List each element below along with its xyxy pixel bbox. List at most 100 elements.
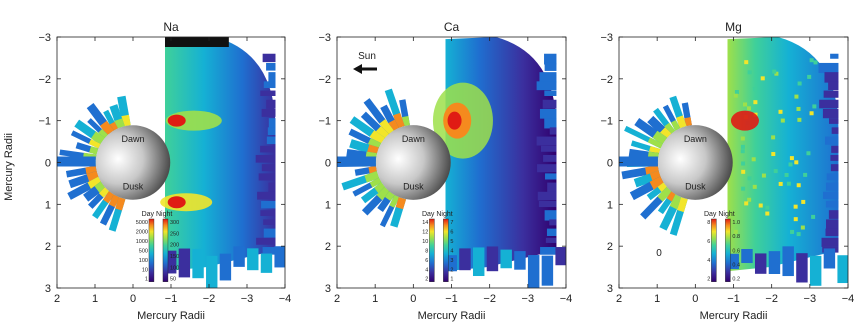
dusk-label: Dusk — [123, 181, 144, 191]
colorbar-day — [148, 218, 155, 282]
colorbar-day-tick: 8 — [707, 220, 710, 226]
speckle — [789, 156, 794, 161]
speckle — [796, 106, 801, 111]
dusk-label: Dusk — [685, 181, 706, 191]
tail-streak — [796, 253, 808, 283]
tail-streak — [828, 210, 839, 219]
tail-streak — [545, 173, 557, 180]
y-tick-label: −3 — [38, 32, 51, 44]
dayside-ray-bright — [376, 186, 391, 201]
x-tick-label: −3 — [804, 293, 817, 305]
dayside-ray-bright — [389, 194, 400, 208]
tail-streak — [544, 53, 557, 65]
x-tick-label: −3 — [522, 293, 535, 305]
speckle — [778, 181, 783, 186]
tail-streak — [819, 99, 839, 109]
speckle — [811, 214, 816, 219]
tail-streak — [268, 72, 276, 83]
colorbar-day-tick: 6 — [425, 258, 428, 264]
x-axis-label: Mercury Radii — [700, 310, 768, 322]
speckle — [747, 70, 752, 75]
planet-disk — [375, 125, 451, 200]
colorbar-day-tick: 10 — [142, 267, 148, 273]
colorbar-night-tick: 5 — [450, 239, 453, 245]
colorbar-night — [443, 218, 449, 282]
dayside-finger — [57, 156, 96, 167]
tail-streak — [266, 62, 276, 71]
speckle — [734, 90, 739, 95]
speckle — [740, 144, 745, 149]
speckle — [752, 184, 757, 189]
speckle — [794, 94, 799, 99]
y-tick-label: 2 — [607, 241, 613, 253]
tail-streak — [539, 72, 557, 83]
speckle — [774, 71, 779, 76]
speckle — [801, 199, 806, 204]
x-tick-label: −4 — [842, 293, 855, 305]
speckle — [773, 169, 778, 174]
tail-streak — [782, 246, 794, 277]
x-tick-label: −4 — [560, 293, 573, 305]
speckle — [741, 169, 746, 174]
colorbar-night-tick: 1 — [450, 277, 453, 283]
tail-streak — [544, 118, 557, 129]
y-tick-label: −3 — [318, 32, 331, 44]
dayside-ray-bright — [115, 197, 126, 211]
x-tick-label: −4 — [279, 293, 292, 305]
x-tick-label: −1 — [445, 293, 458, 305]
dayside-ray-bright — [103, 191, 115, 204]
y-tick-label: −1 — [38, 116, 51, 128]
y-tick-label: −3 — [600, 32, 613, 44]
dayside-ray-bright — [85, 165, 97, 175]
colorbar-night-tick: 7 — [450, 220, 453, 226]
colorbar-day-tick: 12 — [422, 229, 428, 235]
tail-streak — [274, 246, 285, 268]
speckle — [740, 136, 745, 141]
dayside-ray-bright — [649, 170, 662, 182]
tail-streak — [527, 255, 540, 288]
planet-disk — [657, 125, 733, 200]
tail-streak — [828, 81, 839, 91]
y-tick-label: −1 — [600, 116, 613, 128]
colorbar-night-tick: 2 — [450, 267, 453, 273]
y-tick-label: 0 — [607, 158, 613, 170]
dayside-ray-bright — [666, 191, 677, 202]
x-tick-label: −2 — [765, 293, 778, 305]
tail-streak — [262, 247, 276, 255]
plot-area: Dawn Dusk — [337, 37, 566, 288]
speckle — [809, 111, 814, 116]
tail-streak — [266, 99, 276, 109]
sun-arrow-head — [353, 64, 362, 74]
dayside-ray-bright — [395, 197, 407, 210]
colorbar-day-tick: 8 — [425, 248, 428, 254]
colorbar-night-tick: 200 — [170, 243, 179, 249]
tail-streak — [540, 247, 557, 255]
speckle — [812, 104, 817, 109]
speckle — [809, 58, 814, 63]
tail-streak — [821, 237, 839, 247]
panel-title: Ca — [444, 20, 460, 34]
colorbar-day-tick: 100 — [139, 258, 148, 264]
dayside-ray-bright — [108, 194, 120, 208]
dayside-ray-bright — [657, 182, 668, 192]
colorbar-header: Day Night — [142, 211, 173, 218]
tail-streak — [537, 164, 557, 173]
speckle — [761, 173, 766, 178]
night-side-emission — [727, 37, 839, 272]
dawn-hotspot — [167, 114, 186, 127]
tail-streak — [263, 219, 276, 225]
tail-streak — [260, 90, 276, 97]
tail-streak — [741, 249, 753, 264]
tail-streak — [830, 154, 839, 161]
dawn-label: Dawn — [121, 134, 144, 144]
speckle — [753, 100, 758, 105]
tail-streak — [543, 154, 557, 162]
tail-streak — [262, 53, 276, 63]
dayside-ray-bright — [367, 138, 382, 150]
x-tick-label: 1 — [372, 293, 378, 305]
colorbar-night-tick: 300 — [170, 220, 179, 226]
x-tick-label: 0 — [410, 293, 416, 305]
dayside-ray-bright — [374, 182, 386, 194]
